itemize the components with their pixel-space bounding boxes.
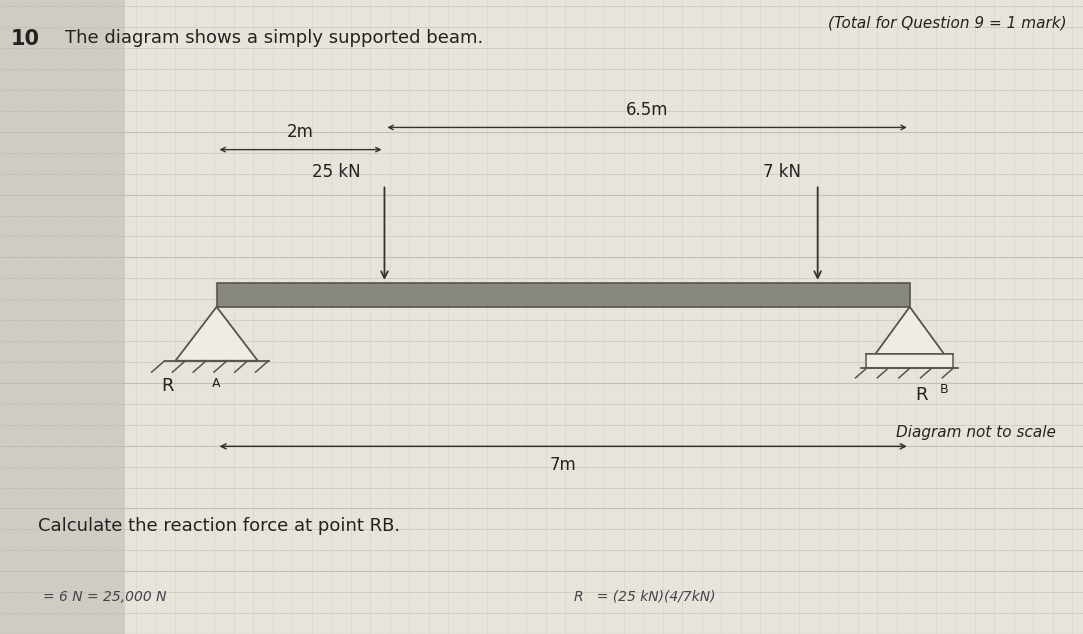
- Text: = 6 N = 25,000 N: = 6 N = 25,000 N: [43, 590, 167, 604]
- Polygon shape: [175, 307, 258, 361]
- Polygon shape: [875, 307, 944, 354]
- FancyBboxPatch shape: [0, 0, 125, 634]
- Text: Calculate the reaction force at point RB.: Calculate the reaction force at point RB…: [38, 517, 400, 534]
- Bar: [866, 354, 953, 368]
- Text: 7m: 7m: [550, 456, 576, 474]
- Text: A: A: [212, 377, 221, 390]
- Text: (Total for Question 9 = 1 mark): (Total for Question 9 = 1 mark): [828, 16, 1067, 31]
- Text: R   = (25 kN)(4/7kN): R = (25 kN)(4/7kN): [574, 590, 716, 604]
- Text: B: B: [940, 383, 949, 396]
- Text: 7 kN: 7 kN: [764, 164, 801, 181]
- Text: Diagram not to scale: Diagram not to scale: [896, 425, 1056, 440]
- Text: 6.5m: 6.5m: [626, 101, 668, 119]
- Text: R: R: [915, 386, 928, 404]
- Bar: [217, 283, 910, 307]
- Text: 2m: 2m: [287, 124, 314, 141]
- Text: The diagram shows a simply supported beam.: The diagram shows a simply supported bea…: [65, 29, 483, 46]
- Text: 10: 10: [11, 29, 40, 49]
- Text: 25 kN: 25 kN: [312, 164, 361, 181]
- Text: R: R: [160, 377, 173, 394]
